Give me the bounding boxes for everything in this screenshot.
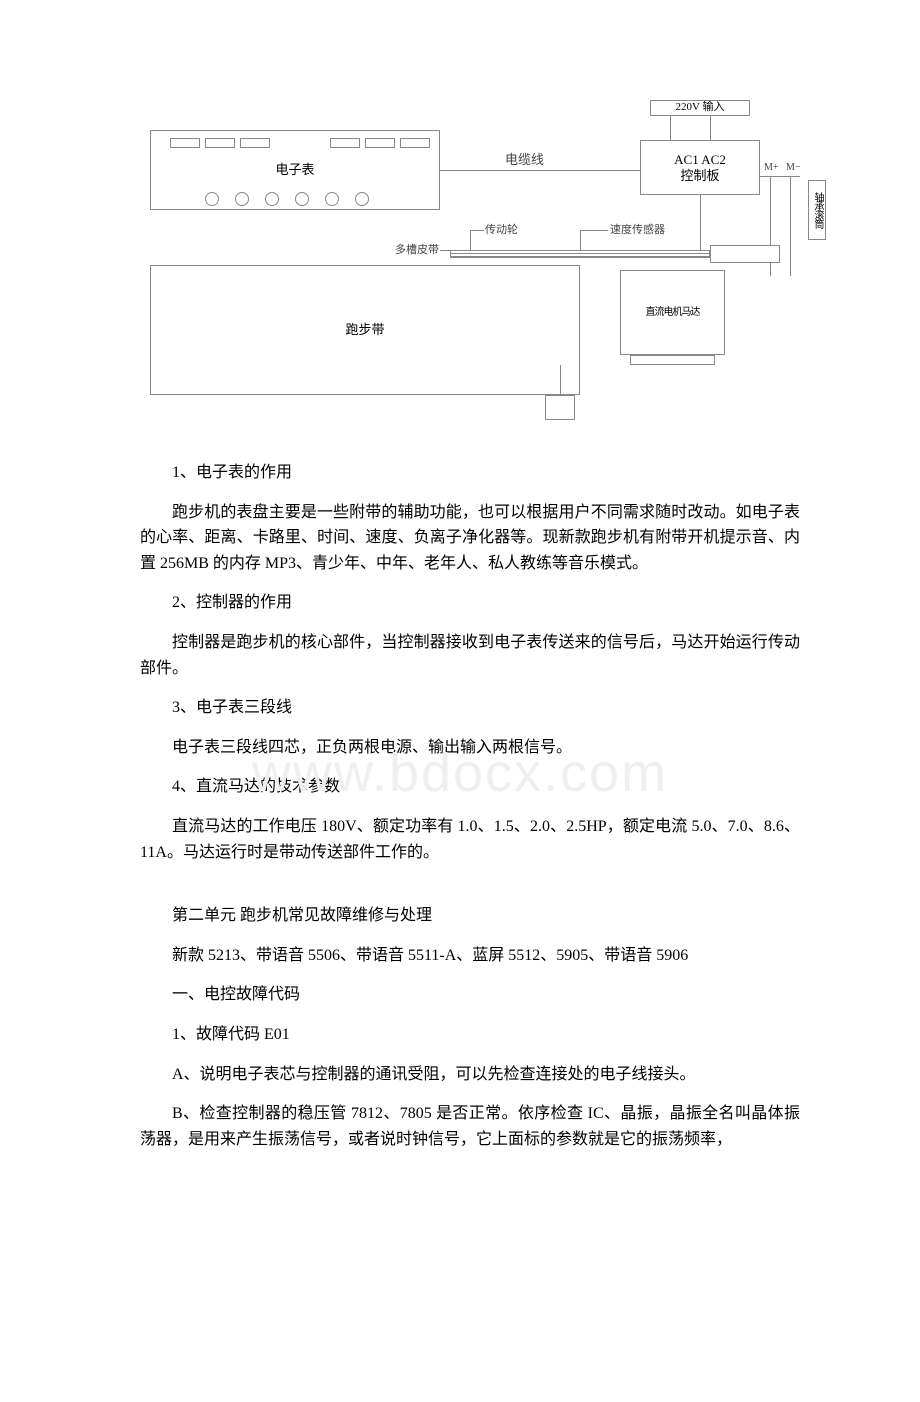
motor-label: 直流电机马达 <box>646 307 700 318</box>
section-heading-4: 4、直流马达的技术参数 <box>140 774 800 800</box>
unit2-fault-e01-a: A、说明电子表芯与控制器的通讯受阻，可以先检查连接处的电子线接头。 <box>140 1062 800 1088</box>
cable-line <box>440 170 640 171</box>
unit2-section-1: 一、电控故障代码 <box>140 982 800 1008</box>
section-heading-3: 3、电子表三段线 <box>140 695 800 721</box>
pulley-arrow-line <box>470 230 484 231</box>
motor-wire-minus <box>790 176 791 276</box>
sensor-lead-line <box>580 230 581 250</box>
console-button <box>205 192 219 206</box>
shaft-line <box>560 365 561 395</box>
paragraph-controller-function: 控制器是跑步机的核心部件，当控制器接收到电子表传送来的信号后，马达开始运行传动部… <box>140 630 800 681</box>
display-window <box>365 138 395 148</box>
display-window <box>240 138 270 148</box>
running-belt-box: 跑步带 <box>150 265 580 395</box>
control-board-label: 控制板 <box>680 168 719 184</box>
power-wire-2 <box>710 116 711 140</box>
unit2-title: 第二单元 跑步机常见故障维修与处理 <box>140 903 800 929</box>
bracket-box: 轴承滚筒 <box>808 180 826 240</box>
motor-base <box>630 355 715 365</box>
power-wire-1 <box>670 116 671 140</box>
display-window <box>330 138 360 148</box>
document-content: 1、电子表的作用 跑步机的表盘主要是一些附带的辅助功能，也可以根据用户不同需求随… <box>0 440 920 1206</box>
console-label: 电子表 <box>275 160 314 181</box>
console-button <box>325 192 339 206</box>
console-button <box>235 192 249 206</box>
unit2-fault-e01-heading: 1、故障代码 E01 <box>140 1022 800 1048</box>
power-input-box: 220V 输入 <box>650 100 750 116</box>
shaft-coupling <box>545 395 575 420</box>
treadmill-wiring-diagram: 220V 输入 电子表 电缆线 AC1 AC2 控制板 M+ M− 轴承滚筒 速… <box>150 100 890 440</box>
m-plus-label: M+ <box>764 160 779 176</box>
section-heading-1: 1、电子表的作用 <box>140 460 800 486</box>
pulley-label: 传动轮 <box>485 222 518 240</box>
unit2-fault-e01-b: B、检查控制器的稳压管 7812、7805 是否正常。依序检查 IC、晶振，晶振… <box>140 1101 800 1152</box>
belt-label: 多槽皮带 <box>395 242 439 260</box>
bracket-label: 轴承滚筒 <box>809 192 825 228</box>
multi-groove-belt <box>450 250 710 258</box>
display-window <box>205 138 235 148</box>
roller-block <box>710 245 780 263</box>
console-button <box>295 192 309 206</box>
section-heading-2: 2、控制器的作用 <box>140 590 800 616</box>
display-window <box>170 138 200 148</box>
cable-label: 电缆线 <box>505 150 544 171</box>
motor-box: 直流电机马达 <box>620 270 725 355</box>
paragraph-console-function: 跑步机的表盘主要是一些附带的辅助功能，也可以根据用户不同需求随时改动。如电子表的… <box>140 500 800 577</box>
paragraph-three-wire: 电子表三段线四芯，正负两根电源、输出输入两根信号。 <box>140 735 800 761</box>
console-button <box>355 192 369 206</box>
sensor-to-board-line <box>700 195 701 250</box>
motor-terminal-line <box>760 176 800 177</box>
spacer <box>140 879 800 889</box>
unit2-models: 新款 5213、带语音 5506、带语音 5511-A、蓝屏 5512、5905… <box>140 943 800 969</box>
running-belt-label: 跑步带 <box>345 320 384 341</box>
control-board-box: AC1 AC2 控制板 <box>640 140 760 195</box>
console-button <box>265 192 279 206</box>
pulley-lead-line <box>470 230 471 252</box>
display-window <box>400 138 430 148</box>
paragraph-dc-motor-spec: 直流马达的工作电压 180V、额定功率有 1.0、1.5、2.0、2.5HP，额… <box>140 814 800 865</box>
sensor-arrow-line <box>580 230 608 231</box>
sensor-label: 速度传感器 <box>610 222 665 240</box>
control-board-ac-label: AC1 AC2 <box>674 152 726 168</box>
power-input-label: 220V 输入 <box>676 99 725 117</box>
m-minus-label: M− <box>786 160 801 176</box>
